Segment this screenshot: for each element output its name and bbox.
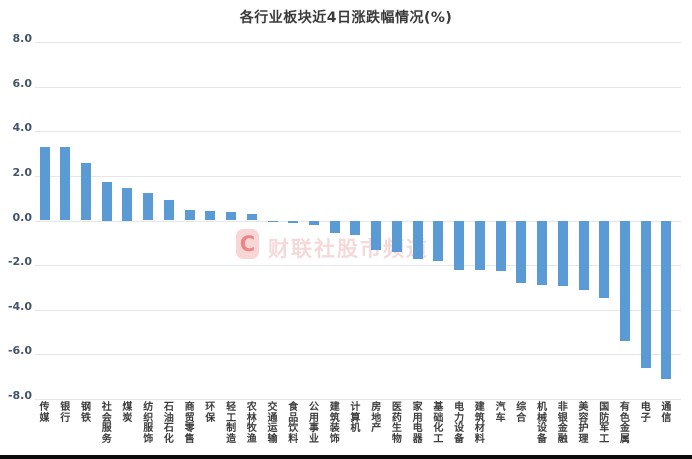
bar-10 <box>246 213 257 221</box>
bar-27 <box>599 220 610 298</box>
x-tick-label-25: 非银金融 <box>557 402 568 445</box>
x-tick-label-29: 电子 <box>640 402 651 424</box>
bar-8 <box>205 211 216 221</box>
bar-28 <box>619 220 630 341</box>
bar-4 <box>122 187 133 221</box>
bar-20 <box>454 220 465 270</box>
bar-25 <box>557 220 568 287</box>
gridline--2.0 <box>35 265 681 267</box>
x-tick-label-4: 煤炭 <box>122 402 133 424</box>
x-tick-label-14: 建筑装饰 <box>329 402 340 445</box>
bar-5 <box>143 193 154 221</box>
bars-layer <box>35 42 681 399</box>
y-tick-label--2.0: -2.0 <box>7 255 32 269</box>
x-tick-label-3: 社会服务 <box>101 402 112 445</box>
bar-9 <box>226 211 237 221</box>
bar-21 <box>474 220 485 270</box>
y-tick-label--8.0: -8.0 <box>7 389 32 402</box>
x-tick-label-15: 计算机 <box>350 402 361 434</box>
bar-11 <box>267 220 278 223</box>
gridline--4.0 <box>35 309 681 311</box>
bar-26 <box>578 220 589 290</box>
y-tick-label-2.0: 2.0 <box>12 165 33 179</box>
bar-0 <box>39 146 50 221</box>
gridline-4.0 <box>35 131 681 133</box>
x-tick-label-30: 通信 <box>661 402 672 424</box>
chart-title: 各行业板块近4日涨跌幅情况(%) <box>239 10 453 26</box>
x-tick-label-28: 有色金属 <box>619 402 630 445</box>
x-tick-label-18: 家用电器 <box>412 402 423 445</box>
bottom-border-line <box>0 455 692 459</box>
y-tick-label--4.0: -4.0 <box>7 299 32 313</box>
y-tick-label-0.0: 0.0 <box>12 210 33 224</box>
bar-17 <box>391 220 402 252</box>
bar-24 <box>537 220 547 286</box>
bar-23 <box>516 220 527 283</box>
x-tick-label-24: 机械设备 <box>537 402 547 445</box>
bar-6 <box>163 200 174 221</box>
y-tick-label-8.0: 8.0 <box>12 32 33 45</box>
x-tick-label-23: 综合 <box>516 402 527 424</box>
x-tick-label-27: 国防军工 <box>599 402 610 445</box>
x-tick-label-9: 轻工制造 <box>226 402 237 445</box>
y-tick-label-6.0: 6.0 <box>12 76 33 90</box>
bar-2 <box>81 163 91 221</box>
gridline-2.0 <box>35 175 681 177</box>
y-tick-label-4.0: 4.0 <box>12 121 33 135</box>
bar-12 <box>288 220 299 224</box>
x-tick-label-26: 美容护理 <box>578 402 589 445</box>
x-tick-label-17: 医药生物 <box>391 402 402 445</box>
bar-22 <box>495 220 506 271</box>
gridline--8.0 <box>35 399 681 400</box>
bar-7 <box>184 209 195 221</box>
bar-29 <box>640 220 651 368</box>
x-tick-label-7: 商贸零售 <box>184 402 195 445</box>
x-axis-labels: 传媒银行钢铁社会服务煤炭纺织服饰石油石化商贸零售环保轻工制造农林牧渔交通运输食品… <box>35 402 681 451</box>
bar-3 <box>101 181 112 221</box>
y-axis-labels: 8.0 6.0 4.0 2.0 0.0 -2.0 -4.0 -6.0 -8.0 <box>0 0 32 420</box>
x-tick-label-1: 银行 <box>60 402 71 424</box>
x-tick-label-12: 食品饮料 <box>288 402 299 445</box>
x-tick-label-16: 房地产 <box>371 402 382 434</box>
x-tick-label-5: 纺织服饰 <box>143 402 154 445</box>
gridline-8.0 <box>35 42 681 43</box>
x-tick-label-11: 交通运输 <box>267 402 278 445</box>
gridline--6.0 <box>35 354 681 356</box>
x-tick-label-10: 农林牧渔 <box>246 402 257 445</box>
x-tick-label-13: 公用事业 <box>309 402 319 445</box>
bar-15 <box>350 220 361 235</box>
x-tick-label-0: 传媒 <box>39 402 50 424</box>
bar-19 <box>433 220 444 261</box>
x-tick-label-2: 钢铁 <box>81 402 91 424</box>
gridline-6.0 <box>35 86 681 88</box>
y-tick-label--6.0: -6.0 <box>7 344 32 358</box>
bar-13 <box>309 220 319 225</box>
x-tick-label-20: 电力设备 <box>454 402 465 445</box>
x-tick-label-6: 石油石化 <box>163 402 174 445</box>
bar-16 <box>371 220 382 250</box>
bar-14 <box>329 220 340 233</box>
x-tick-label-19: 基础化工 <box>433 402 444 445</box>
bar-30 <box>661 220 672 379</box>
x-tick-label-21: 建筑材料 <box>474 402 485 445</box>
x-tick-label-8: 环保 <box>205 402 216 424</box>
x-tick-label-22: 汽车 <box>495 402 506 424</box>
bar-18 <box>412 220 423 260</box>
bar-1 <box>60 147 71 221</box>
